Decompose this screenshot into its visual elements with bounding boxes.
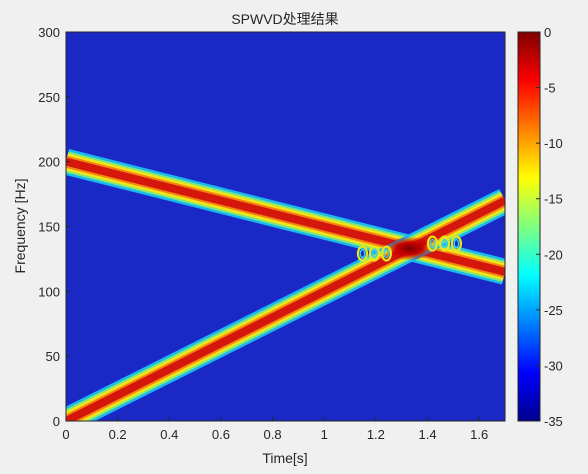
colorbar-tick-label: -10 [544,136,563,151]
y-tick-label: 50 [46,349,60,364]
x-tick-label: 1.4 [418,427,436,442]
interference-rings [356,235,463,262]
interference-ring-core-6 [453,238,460,249]
interference-ring-1 [356,245,369,262]
y-tick-label: 0 [53,414,60,429]
x-tick-label: 0.8 [264,427,282,442]
y-tick-label: 100 [38,284,60,299]
colorbar-tick-label: -25 [544,303,563,318]
plot-area [65,31,506,422]
y-tick-label: 250 [38,90,60,105]
chart-title: SPWVD处理结果 [231,11,338,27]
x-tick-label: 0.2 [109,427,127,442]
interference-ring-core-4 [429,238,436,249]
interference-ring-core-1 [359,248,366,259]
colorbar-tick-label: -20 [544,247,563,262]
x-axis: 0 0.2 0.4 0.6 0.8 1 1.2 1.4 1.6 [62,417,488,442]
x-tick-label: 0 [62,427,69,442]
x-tick-label: 0.4 [160,427,178,442]
colorbar: 0 -5 -10 -15 -20 -25 -30 -35 [517,25,563,429]
colorbar-tick-label: -15 [544,192,563,207]
interference-ring-core-5 [441,238,448,249]
colorbar-gradient [517,31,541,422]
colorbar-tick-label: -30 [544,358,563,373]
interference-ring-3 [380,245,393,262]
colorbar-tick-label: -5 [544,81,556,96]
x-tick-label: 1.2 [367,427,385,442]
intersection-peak [383,236,436,261]
interference-ring-core-2 [371,248,378,259]
y-tick-label: 150 [38,220,60,235]
interference-ring-4 [426,235,439,252]
interference-ring-2 [368,245,381,262]
y-axis: 0 50 100 150 200 250 300 [38,25,70,429]
y-tick-label: 200 [38,155,60,170]
x-axis-label: Time[s] [262,450,307,466]
x-tick-label: 1.6 [470,427,488,442]
colorbar-tick-label: 0 [544,25,551,40]
x-tick-label: 1 [321,427,328,442]
interference-ring-5 [438,235,451,252]
interference-ring-core-3 [383,248,390,259]
x-tick-label: 0.6 [212,427,230,442]
y-axis-label: Frequency [Hz] [12,179,28,274]
colorbar-tick-label: -35 [544,414,563,429]
y-tick-label: 300 [38,25,60,40]
interference-ring-6 [450,235,463,252]
